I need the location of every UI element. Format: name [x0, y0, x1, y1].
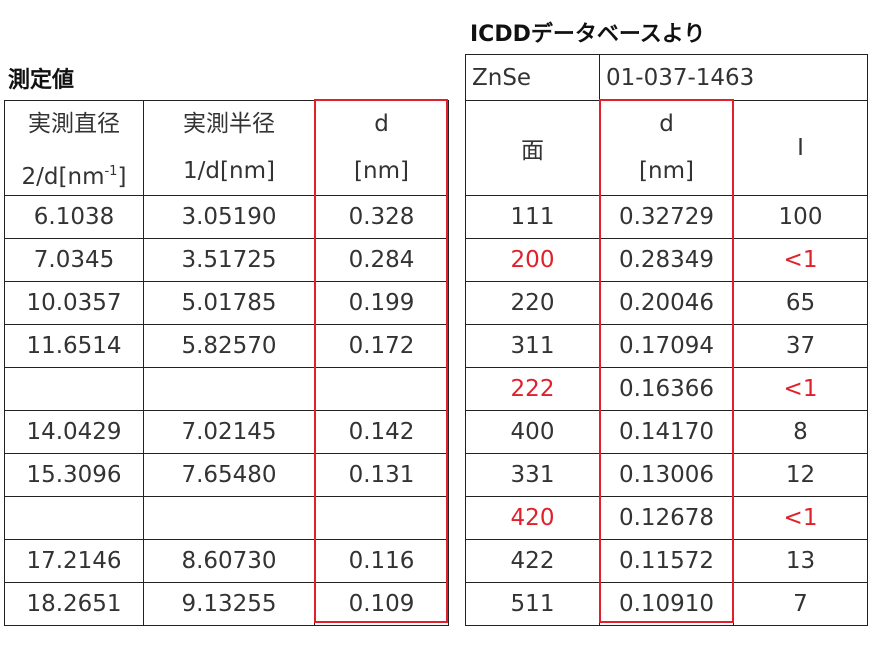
measured-radius-cell: 3.05190: [143, 195, 315, 239]
icdd-database-title: ICDDデータベースより: [470, 22, 706, 47]
measured-radius-cell: 7.65480: [143, 453, 315, 497]
intensity-cell: 8: [733, 410, 868, 454]
measured-d-cell: 0.172: [314, 324, 449, 368]
reference-d-cell: 0.32729: [599, 195, 734, 239]
header-intensity: I: [733, 100, 868, 196]
icdd-row: 111 0.32729 100: [465, 195, 868, 239]
measured-radius-cell: [143, 367, 315, 411]
plane-index-cell: 222: [465, 367, 600, 411]
intensity-cell: <1: [733, 367, 868, 411]
measured-diameter-cell: [4, 367, 144, 411]
measured-radius-cell: 3.51725: [143, 238, 315, 282]
measured-d-cell: 0.328: [314, 195, 449, 239]
header-measured-diameter: 実測直径 2/d[nm-1]: [4, 100, 144, 196]
icdd-row: 422 0.11572 13: [465, 539, 868, 583]
icdd-row: 400 0.14170 8: [465, 410, 868, 454]
reference-d-cell: 0.28349: [599, 238, 734, 282]
measured-diameter-cell: 17.2146: [4, 539, 144, 583]
measured-radius-cell: 9.13255: [143, 582, 315, 626]
measured-d-cell: [314, 496, 449, 540]
plane-index-cell: 311: [465, 324, 600, 368]
reference-d-cell: 0.20046: [599, 281, 734, 325]
reference-d-cell: 0.16366: [599, 367, 734, 411]
reference-d-cell: 0.12678: [599, 496, 734, 540]
reference-d-cell: 0.14170: [599, 410, 734, 454]
icdd-card-number: 01-037-1463: [599, 54, 868, 101]
icdd-row: 511 0.10910 7: [465, 582, 868, 626]
measured-d-cell: 0.109: [314, 582, 449, 626]
measured-diameter-cell: 10.0357: [4, 281, 144, 325]
icdd-reference-table: ZnSe 01-037-1463 面 d [nm] I 111 0.32729 10…: [465, 54, 868, 626]
measured-diameter-cell: [4, 496, 144, 540]
icdd-material-row: ZnSe 01-037-1463: [465, 54, 868, 101]
icdd-row: 331 0.13006 12: [465, 453, 868, 497]
measured-values-table: 実測直径 2/d[nm-1] 実測半径 1/d[nm] d [nm] 6.103…: [4, 100, 449, 626]
header-measured-radius: 実測半径 1/d[nm]: [143, 100, 315, 196]
measured-d-cell: 0.116: [314, 539, 449, 583]
measured-values-title: 測定値: [8, 68, 75, 93]
plane-index-cell: 420: [465, 496, 600, 540]
reference-d-cell: 0.11572: [599, 539, 734, 583]
measured-d-cell: 0.142: [314, 410, 449, 454]
measured-radius-cell: 5.01785: [143, 281, 315, 325]
intensity-cell: 100: [733, 195, 868, 239]
measured-row: [4, 496, 449, 540]
measured-row: 10.0357 5.01785 0.199: [4, 281, 449, 325]
measured-row: 11.6514 5.82570 0.172: [4, 324, 449, 368]
header-plane: 面: [465, 100, 600, 196]
icdd-row: 220 0.20046 65: [465, 281, 868, 325]
measured-d-cell: 0.284: [314, 238, 449, 282]
intensity-cell: <1: [733, 238, 868, 282]
icdd-row: 420 0.12678 <1: [465, 496, 868, 540]
plane-index-cell: 511: [465, 582, 600, 626]
measured-row: 7.0345 3.51725 0.284: [4, 238, 449, 282]
measured-header-row: 実測直径 2/d[nm-1] 実測半径 1/d[nm] d [nm]: [4, 100, 449, 196]
plane-index-cell: 422: [465, 539, 600, 583]
plane-index-cell: 220: [465, 281, 600, 325]
intensity-cell: 65: [733, 281, 868, 325]
icdd-row: 311 0.17094 37: [465, 324, 868, 368]
plane-index-cell: 331: [465, 453, 600, 497]
intensity-cell: 12: [733, 453, 868, 497]
measured-diameter-cell: 14.0429: [4, 410, 144, 454]
measured-diameter-cell: 7.0345: [4, 238, 144, 282]
header-d-ref: d [nm]: [599, 100, 734, 196]
measured-radius-cell: 5.82570: [143, 324, 315, 368]
measured-d-cell: 0.199: [314, 281, 449, 325]
header-d-spacing: d [nm]: [314, 100, 449, 196]
intensity-cell: 37: [733, 324, 868, 368]
intensity-cell: <1: [733, 496, 868, 540]
intensity-cell: 13: [733, 539, 868, 583]
measured-radius-cell: 7.02145: [143, 410, 315, 454]
measured-diameter-cell: 11.6514: [4, 324, 144, 368]
measured-diameter-cell: 18.2651: [4, 582, 144, 626]
measured-row: 17.2146 8.60730 0.116: [4, 539, 449, 583]
measured-row: 14.0429 7.02145 0.142: [4, 410, 449, 454]
reference-d-cell: 0.17094: [599, 324, 734, 368]
reference-d-cell: 0.13006: [599, 453, 734, 497]
icdd-header-row: 面 d [nm] I: [465, 100, 868, 196]
measured-row: 6.1038 3.05190 0.328: [4, 195, 449, 239]
plane-index-cell: 200: [465, 238, 600, 282]
measured-row: 18.2651 9.13255 0.109: [4, 582, 449, 626]
measured-d-cell: 0.131: [314, 453, 449, 497]
measured-d-cell: [314, 367, 449, 411]
plane-index-cell: 400: [465, 410, 600, 454]
measured-diameter-cell: 15.3096: [4, 453, 144, 497]
plane-index-cell: 111: [465, 195, 600, 239]
material-name: ZnSe: [465, 54, 600, 101]
measured-row: [4, 367, 449, 411]
measured-row: 15.3096 7.65480 0.131: [4, 453, 449, 497]
icdd-row: 222 0.16366 <1: [465, 367, 868, 411]
measured-radius-cell: 8.60730: [143, 539, 315, 583]
measured-diameter-cell: 6.1038: [4, 195, 144, 239]
reference-d-cell: 0.10910: [599, 582, 734, 626]
measured-radius-cell: [143, 496, 315, 540]
intensity-cell: 7: [733, 582, 868, 626]
icdd-row: 200 0.28349 <1: [465, 238, 868, 282]
